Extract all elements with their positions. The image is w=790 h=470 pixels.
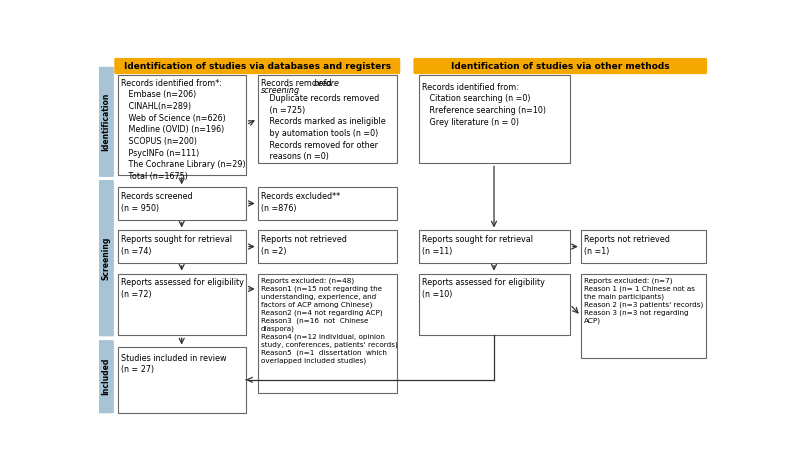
Text: Reports excluded: (n=7)
Reason 1 (n= 1 Chinese not as
the main participants)
Rea: Reports excluded: (n=7) Reason 1 (n= 1 C…	[584, 277, 703, 324]
Text: Records identified from*:
   Embase (n=206)
   CINAHL(n=289)
   Web of Science (: Records identified from*: Embase (n=206)…	[121, 79, 246, 181]
Bar	[258, 75, 397, 164]
Text: Screening: Screening	[102, 236, 111, 280]
Bar	[419, 274, 570, 335]
FancyBboxPatch shape	[99, 340, 114, 413]
Text: Identification: Identification	[102, 93, 111, 151]
Text: Records identified from:
   Citation searching (n =0)
   Rreference searching (n: Records identified from: Citation search…	[422, 83, 546, 126]
Text: :: :	[290, 86, 293, 94]
Bar	[118, 347, 246, 413]
Text: before: before	[314, 79, 339, 88]
Bar	[581, 230, 706, 263]
Bar	[258, 230, 397, 263]
Text: Reports sought for retrieval
(n =11): Reports sought for retrieval (n =11)	[422, 235, 533, 256]
Text: Records removed: Records removed	[261, 79, 334, 88]
Text: Included: Included	[102, 358, 111, 395]
Text: Records screened
(n = 950): Records screened (n = 950)	[121, 192, 193, 213]
Bar	[118, 230, 246, 263]
Text: Reports assessed for eligibility
(n =10): Reports assessed for eligibility (n =10)	[422, 278, 545, 299]
Text: Identification of studies via databases and registers: Identification of studies via databases …	[124, 62, 391, 70]
Text: Duplicate records removed
   (n =725)
   Records marked as ineligible
   by auto: Duplicate records removed (n =725) Recor…	[262, 94, 386, 161]
Bar	[258, 274, 397, 393]
Bar	[581, 274, 706, 358]
FancyBboxPatch shape	[115, 58, 401, 74]
Text: Records excluded**
(n =876): Records excluded** (n =876)	[261, 192, 340, 213]
FancyBboxPatch shape	[99, 180, 114, 337]
Bar	[118, 188, 246, 219]
Text: Reports not retrieved
(n =1): Reports not retrieved (n =1)	[584, 235, 670, 256]
Text: Reports excluded: (n=48)
Reason1 (n=15 not regarding the
understanding, experien: Reports excluded: (n=48) Reason1 (n=15 n…	[261, 277, 397, 364]
Text: Identification of studies via other methods: Identification of studies via other meth…	[451, 62, 670, 70]
Bar	[419, 230, 570, 263]
Text: Studies included in review
(n = 27): Studies included in review (n = 27)	[121, 353, 227, 375]
Text: Reports not retrieved
(n =2): Reports not retrieved (n =2)	[261, 235, 347, 256]
Bar	[258, 188, 397, 219]
FancyBboxPatch shape	[413, 58, 707, 74]
Text: Reports sought for retrieval
(n =74): Reports sought for retrieval (n =74)	[121, 235, 232, 256]
Bar	[419, 75, 570, 164]
Text: Reports assessed for eligibility
(n =72): Reports assessed for eligibility (n =72)	[121, 278, 244, 299]
Text: screening: screening	[261, 86, 300, 94]
Bar	[118, 75, 246, 175]
Bar	[118, 274, 246, 335]
FancyBboxPatch shape	[99, 67, 114, 177]
